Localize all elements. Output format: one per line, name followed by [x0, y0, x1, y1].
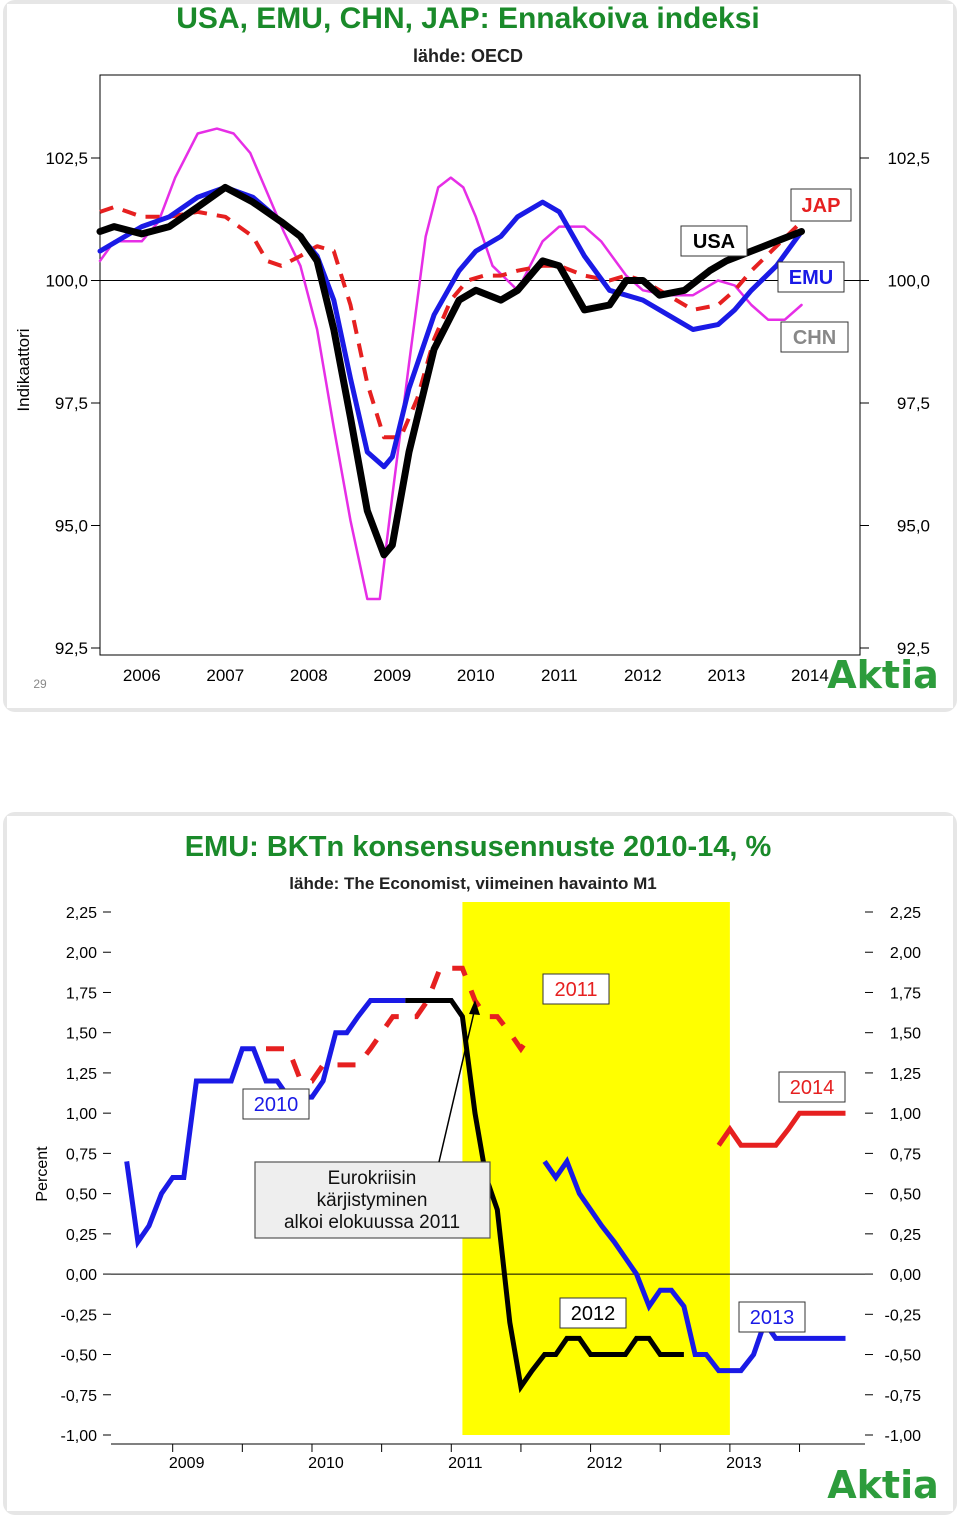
chart-title: USA, EMU, CHN, JAP: Ennakoiva indeksi: [176, 2, 759, 35]
y-tick-left-95-0: 95,0: [55, 517, 88, 536]
y-tick-right-2-25: 2,25: [890, 905, 921, 922]
y-tick-right-95-0: 95,0: [897, 517, 930, 536]
y-tick-right-0-75: -0,75: [885, 1388, 922, 1405]
y-tick-right-0-00: 0,00: [890, 1267, 921, 1284]
y-tick-left-97-5: 97,5: [55, 394, 88, 413]
series-tag-box-2011: [542, 973, 610, 1005]
x-tick-2013: 2013: [726, 1455, 762, 1472]
x-tick-2007: 2007: [206, 666, 244, 685]
slide-2: EMU: BKTn konsensusennuste 2010-14, % lä…: [3, 812, 957, 1515]
annotation-line-3: alkoi elokuussa 2011: [284, 1212, 460, 1233]
y-tick-left-1-75: 1,75: [66, 985, 97, 1002]
x-tick-2013: 2013: [707, 666, 745, 685]
y-tick-left-0-00: 0,00: [66, 1267, 97, 1284]
series-line-2014: [716, 1110, 846, 1148]
series-line-jap: [99, 205, 803, 440]
y-tick-right-1-00: -1,00: [885, 1428, 922, 1445]
series-tag-2011: 2011: [554, 979, 597, 1001]
y-tick-left-0-25: 0,25: [66, 1227, 97, 1244]
annotation-frame: [254, 1161, 491, 1239]
x-tick-2010: 2010: [457, 666, 495, 685]
y-tick-left-100-0: 100,0: [45, 272, 88, 291]
y-axis-label: Indikaattori: [14, 328, 33, 411]
chart-subtitle: lähde: The Economist, viimeinen havainto…: [289, 874, 656, 893]
y-tick-left-0-25: -0,25: [61, 1307, 98, 1324]
y-tick-right-0-75: 0,75: [890, 1146, 921, 1163]
legend-box-jap: [790, 188, 852, 222]
y-tick-right-0-50: 0,50: [890, 1187, 921, 1204]
x-tick-2008: 2008: [290, 666, 328, 685]
y-tick-left-1-00: 1,00: [66, 1106, 97, 1123]
legend-box-usa: [680, 225, 748, 257]
y-tick-left-92-5: 92,5: [55, 639, 88, 658]
x-tick-2014: 2014: [791, 666, 829, 685]
series-tag-2014: 2014: [790, 1077, 835, 1099]
legend-label-emu: EMU: [789, 267, 833, 289]
y-tick-right-1-75: 1,75: [890, 985, 921, 1002]
x-tick-2011: 2011: [541, 666, 578, 685]
y-tick-left-1-00: -1,00: [61, 1428, 98, 1445]
y-tick-left-0-75: 0,75: [66, 1146, 97, 1163]
x-tick-2009: 2009: [169, 1455, 205, 1472]
series-tag-box-2010: [242, 1088, 310, 1120]
x-tick-2011: 2011: [448, 1455, 483, 1472]
aktia-logo: Aktia: [827, 653, 939, 697]
y-tick-left-0-50: -0,50: [61, 1348, 98, 1365]
series-tag-2012: 2012: [571, 1303, 616, 1325]
series-line-usa: [96, 183, 805, 559]
y-tick-right-0-50: -0,50: [885, 1348, 922, 1365]
y-tick-right-1-00: 1,00: [890, 1106, 921, 1123]
annotation-box: Eurokriisin kärjistyminen alkoi elokuuss…: [254, 1000, 491, 1239]
series-tag-box-2013: [738, 1301, 806, 1333]
x-tick-2012: 2012: [587, 1455, 623, 1472]
series-line-chn: [98, 127, 803, 601]
page-number: 29: [33, 677, 47, 691]
series-tag-box-2012: [559, 1297, 627, 1329]
x-tick-2010: 2010: [308, 1455, 344, 1472]
y-tick-left-1-25: 1,25: [66, 1066, 97, 1083]
y-tick-right-0-25: -0,25: [885, 1307, 922, 1324]
plot-area: [99, 74, 861, 656]
y-tick-right-102-5: 102,5: [887, 149, 930, 168]
gdp-forecast-chart: EMU: BKTn konsensusennuste 2010-14, % lä…: [34, 831, 939, 1507]
y-tick-right-100-0: 100,0: [887, 272, 930, 291]
y-tick-right-97-5: 97,5: [897, 394, 930, 413]
y-tick-left-0-50: 0,50: [66, 1187, 97, 1204]
legend-label-chn: CHN: [793, 327, 836, 349]
y-tick-left-102-5: 102,5: [45, 149, 88, 168]
slide-1: USA, EMU, CHN, JAP: Ennakoiva indeksi lä…: [3, 0, 957, 712]
y-tick-left-1-50: 1,50: [66, 1026, 97, 1043]
chart-title: EMU: BKTn konsensusennuste 2010-14, %: [185, 831, 772, 863]
y-tick-right-1-25: 1,25: [890, 1066, 921, 1083]
legend-label-jap: JAP: [802, 195, 841, 217]
x-tick-2006: 2006: [123, 666, 161, 685]
series-line-2013: [542, 1156, 846, 1374]
y-tick-right-1-50: 1,50: [890, 1026, 921, 1043]
legend-box-chn: [780, 321, 849, 353]
x-tick-2012: 2012: [624, 666, 662, 685]
series-tag-2010: 2010: [254, 1094, 299, 1116]
annotation-arrowhead: [469, 1000, 480, 1015]
annotation-line-2: kärjistyminen: [317, 1190, 428, 1211]
x-tick-2009: 2009: [373, 666, 411, 685]
legend-box-emu: [777, 261, 845, 293]
aktia-logo: Aktia: [827, 1463, 939, 1507]
series-line-2010: [124, 998, 406, 1249]
leading-index-chart: USA, EMU, CHN, JAP: Ennakoiva indeksi lä…: [14, 2, 939, 697]
annotation-line-1: Eurokriisin: [328, 1168, 417, 1189]
series-tag-2013: 2013: [750, 1307, 795, 1329]
chart-subtitle: lähde: OECD: [413, 46, 523, 66]
y-tick-left-2-25: 2,25: [66, 905, 97, 922]
y-tick-left-2-00: 2,00: [66, 945, 97, 962]
annotation-arrow: [438, 1007, 476, 1163]
y-tick-right-2-00: 2,00: [890, 945, 921, 962]
y-tick-left-0-75: -0,75: [61, 1388, 98, 1405]
series-tag-box-2014: [778, 1071, 846, 1103]
legend-label-usa: USA: [693, 231, 735, 253]
y-axis-label: Percent: [34, 1146, 51, 1202]
series-line-2012: [405, 998, 684, 1394]
y-tick-right-0-25: 0,25: [890, 1227, 921, 1244]
y-tick-right-92-5: 92,5: [897, 639, 930, 658]
